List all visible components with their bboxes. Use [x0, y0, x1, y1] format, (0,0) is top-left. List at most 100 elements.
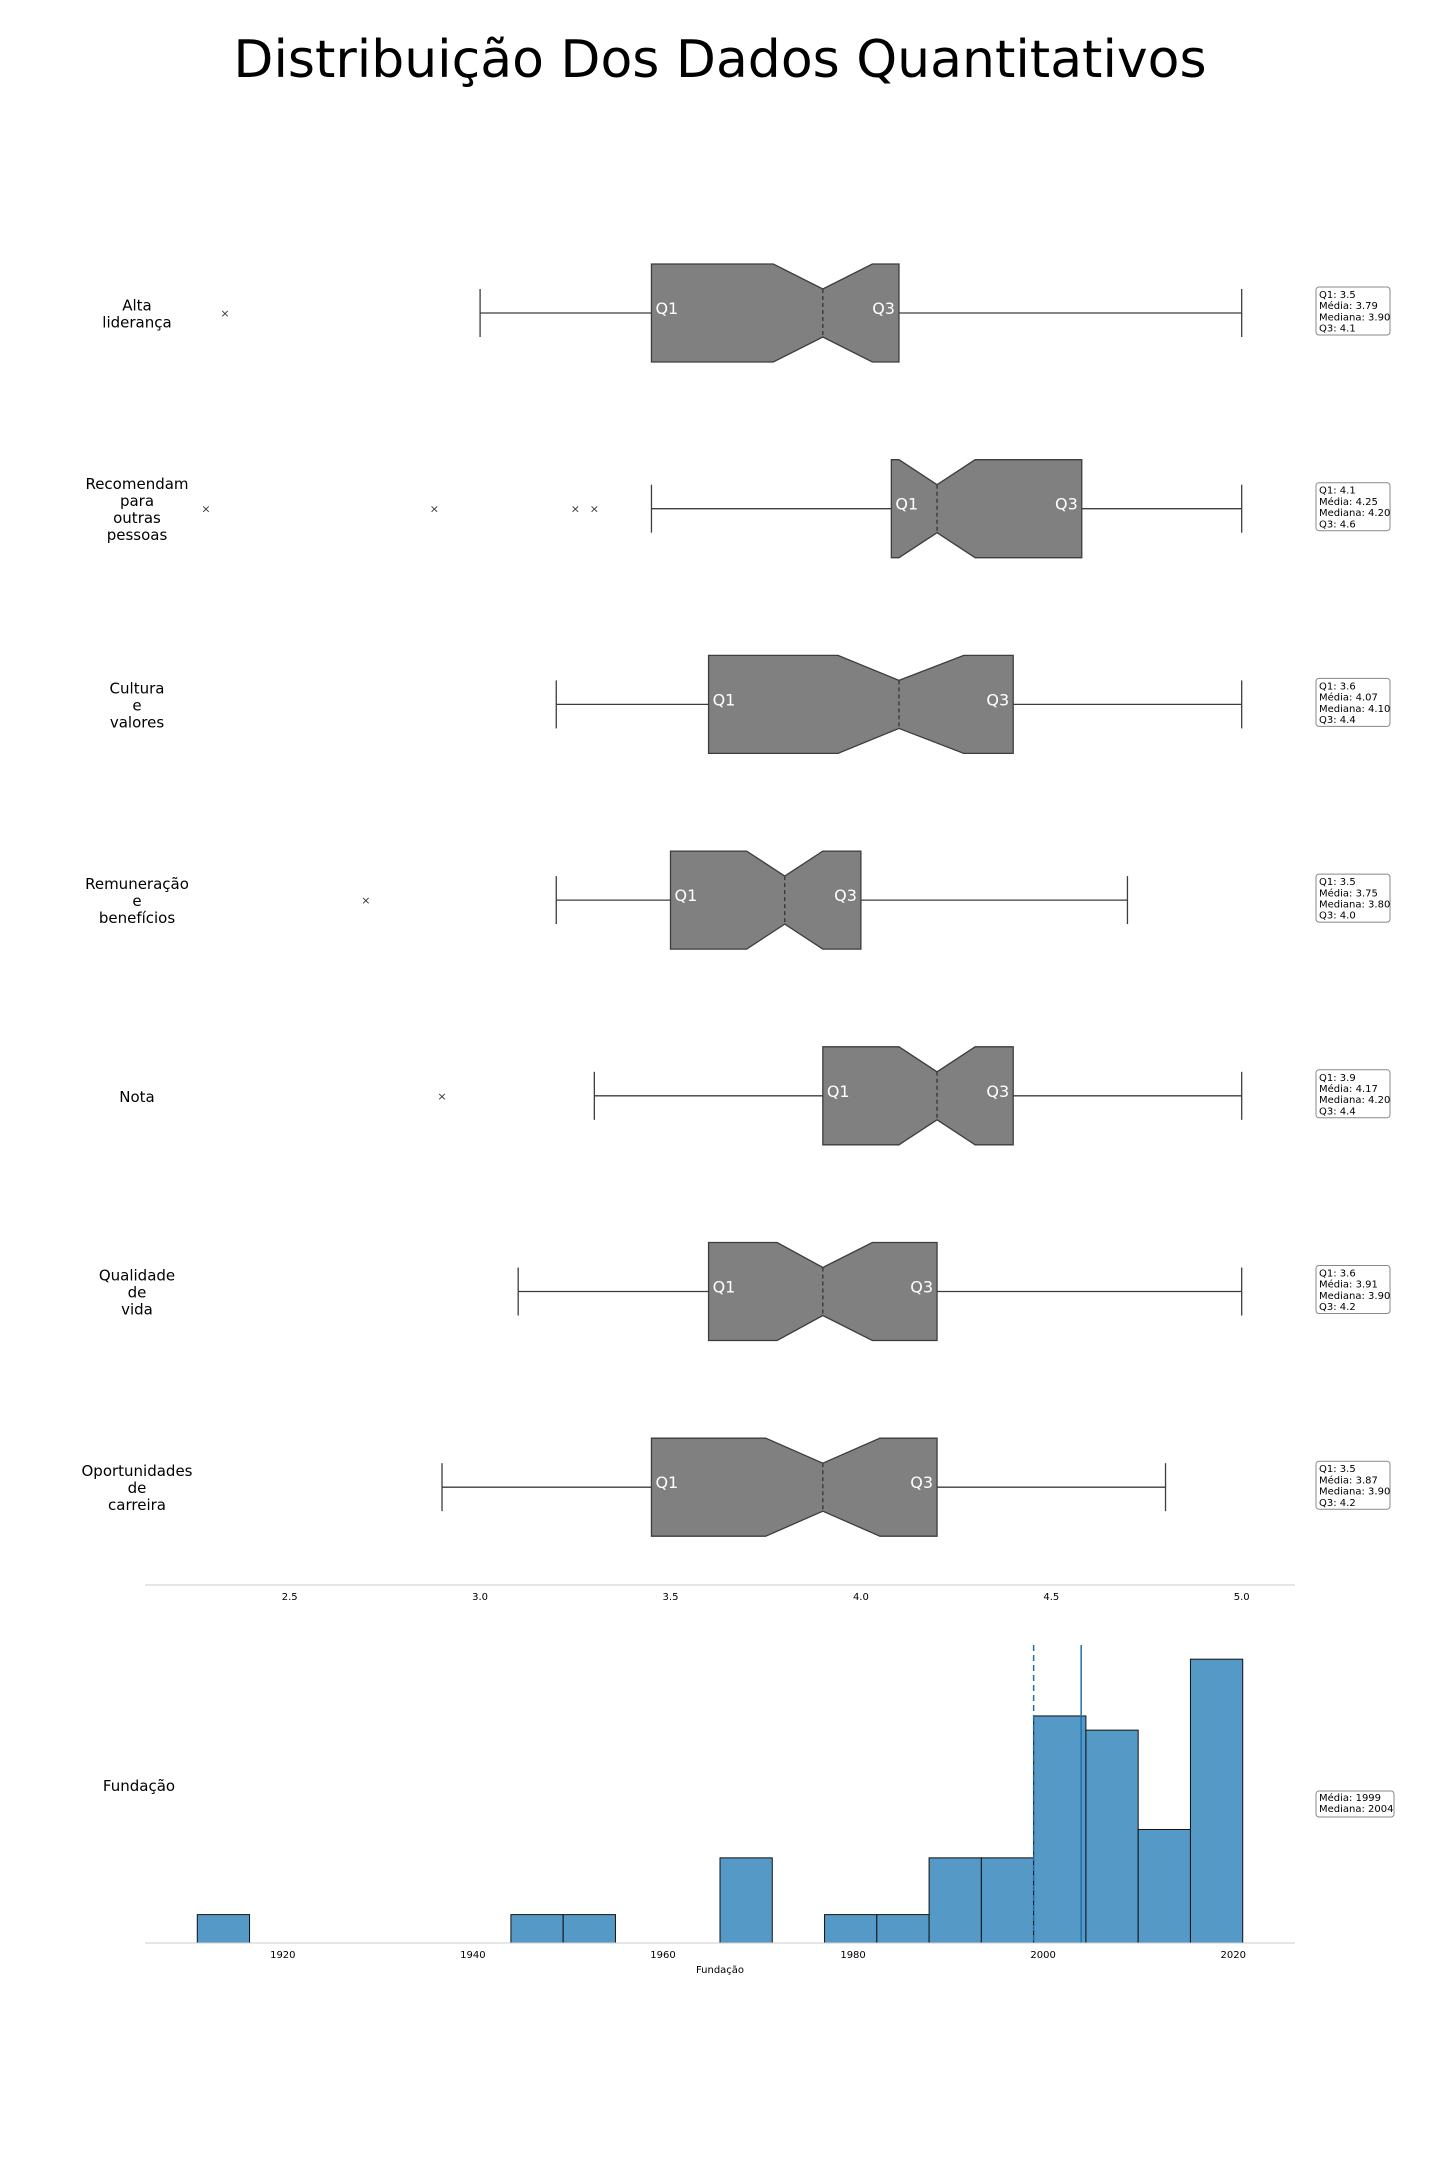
stats-text: Q3: 4.2 — [1319, 1302, 1356, 1313]
x-tick-label: 3.5 — [663, 1592, 679, 1603]
row-label: benefícios — [99, 909, 176, 927]
histogram-bar — [1137, 1828, 1191, 1944]
stats-box — [1315, 286, 1391, 336]
q1-label: Q1 — [674, 886, 697, 905]
q3-label: Q3 — [910, 1278, 933, 1297]
stats-text: Q3: 4.4 — [1319, 715, 1356, 726]
stats-box — [1315, 1790, 1395, 1818]
q1-label: Q1 — [713, 690, 736, 709]
outlier-marker: × — [437, 1090, 446, 1103]
row-label: e — [132, 696, 141, 714]
histogram-bar — [196, 1914, 251, 1944]
stats-text: Mediana: 4.10 — [1319, 704, 1390, 715]
stats-text: Média: 3.75 — [1319, 887, 1378, 899]
x-tick-label: 4.5 — [1043, 1592, 1059, 1603]
box-iqr — [650, 1437, 938, 1537]
histogram-bar — [1033, 1715, 1087, 1944]
stats-text: Q1: 3.5 — [1319, 877, 1356, 888]
q3-label: Q3 — [910, 1473, 933, 1492]
stats-text: Média: 4.07 — [1319, 692, 1378, 704]
stats-text: Q1: 4.1 — [1319, 486, 1356, 497]
q3-label: Q3 — [872, 299, 895, 318]
histogram-bar — [1085, 1729, 1139, 1944]
histogram-bar — [1189, 1658, 1244, 1944]
stats-text: Média: 3.91 — [1319, 1279, 1378, 1291]
x-tick-label: 2000 — [1030, 1950, 1055, 1961]
x-tick-label: 4.0 — [853, 1592, 869, 1603]
stats-text: Mediana: 4.20 — [1319, 1095, 1390, 1106]
box-iqr — [650, 263, 900, 363]
x-tick-label: 1920 — [270, 1950, 295, 1961]
outlier-marker: × — [590, 503, 599, 516]
x-tick-label: 1940 — [460, 1950, 485, 1961]
q3-label: Q3 — [986, 1082, 1009, 1101]
x-tick-label: 3.0 — [472, 1592, 488, 1603]
q1-label: Q1 — [827, 1082, 850, 1101]
stats-text: Mediana: 2004 — [1319, 1804, 1394, 1815]
outlier-marker: × — [430, 503, 439, 516]
x-tick-label: 1960 — [650, 1950, 675, 1961]
q3-label: Q3 — [834, 886, 857, 905]
stats-text: Q3: 4.2 — [1319, 1498, 1356, 1509]
stats-text: Mediana: 4.20 — [1319, 508, 1390, 519]
histogram-bar — [824, 1914, 878, 1944]
x-tick-label: 1980 — [840, 1950, 865, 1961]
row-label: Alta — [122, 297, 152, 315]
x-axis-label: Fundação — [696, 1965, 744, 1976]
x-tick-label: 5.0 — [1234, 1592, 1250, 1603]
row-label: para — [120, 492, 154, 510]
page-title: Distribuição Dos Dados Quantitativos — [233, 30, 1207, 90]
histogram-bar — [510, 1914, 564, 1944]
q3-label: Q3 — [986, 690, 1009, 709]
row-label: Fundação — [103, 1777, 175, 1795]
stats-box — [1315, 482, 1391, 532]
row-label: pessoas — [107, 526, 168, 544]
stats-text: Q1: 3.5 — [1319, 290, 1356, 301]
box-iqr — [669, 850, 862, 950]
row-label: Qualidade — [99, 1267, 175, 1285]
q1-label: Q1 — [895, 495, 918, 514]
stats-text: Média: 1999 — [1319, 1792, 1381, 1804]
stats-text: Média: 4.17 — [1319, 1083, 1378, 1095]
row-label: carreira — [108, 1496, 166, 1514]
outlier-marker: × — [571, 503, 580, 516]
stats-text: Q3: 4.0 — [1319, 911, 1356, 922]
stats-box — [1315, 1069, 1391, 1119]
row-label: Remuneração — [85, 875, 189, 893]
stats-box — [1315, 1460, 1391, 1510]
x-tick-label: 2020 — [1220, 1950, 1245, 1961]
stats-text: Q1: 3.9 — [1319, 1073, 1356, 1084]
q1-label: Q1 — [655, 299, 678, 318]
stats-text: Q1: 3.6 — [1319, 681, 1356, 692]
box-iqr — [890, 459, 1083, 559]
q1-label: Q1 — [713, 1278, 736, 1297]
histogram-bar — [876, 1914, 930, 1944]
stats-box — [1315, 1265, 1391, 1314]
row-label: Cultura — [110, 679, 165, 697]
stats-text: Mediana: 3.80 — [1319, 900, 1390, 911]
row-label: e — [132, 892, 141, 910]
row-label: liderança — [102, 314, 171, 332]
histogram-bar — [719, 1857, 773, 1944]
row-label: Nota — [119, 1088, 154, 1106]
q3-label: Q3 — [1055, 495, 1078, 514]
row-label: Recomendam — [85, 475, 188, 493]
stats-box — [1315, 873, 1391, 923]
row-label: Oportunidades — [81, 1462, 192, 1480]
outlier-marker: × — [220, 307, 229, 320]
stats-text: Média: 4.25 — [1319, 496, 1378, 508]
outlier-marker: × — [361, 894, 370, 907]
histogram-bar — [980, 1857, 1035, 1944]
stats-text: Q1: 3.6 — [1319, 1269, 1356, 1280]
x-tick-label: 2.5 — [282, 1592, 298, 1603]
stats-text: Q3: 4.1 — [1319, 324, 1356, 335]
box-iqr — [822, 1046, 1014, 1146]
row-label: outras — [113, 509, 161, 527]
stats-box — [1315, 677, 1391, 727]
row-label: de — [128, 1479, 147, 1497]
stats-text: Q1: 3.5 — [1319, 1464, 1356, 1475]
q1-label: Q1 — [655, 1473, 678, 1492]
row-label: valores — [110, 713, 164, 731]
outlier-marker: × — [201, 503, 210, 516]
